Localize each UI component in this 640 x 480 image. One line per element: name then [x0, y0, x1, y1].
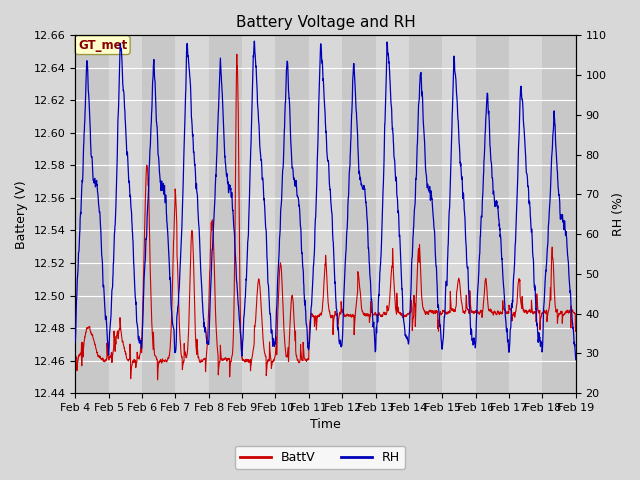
Bar — [242, 36, 275, 393]
Bar — [442, 36, 476, 393]
RH — [340, 296, 348, 302]
Bar — [542, 36, 576, 393]
RH — [541, 273, 549, 279]
Y-axis label: Battery (V): Battery (V) — [15, 180, 28, 249]
BattV — [154, 377, 161, 383]
BattV — [471, 310, 479, 315]
Bar — [342, 36, 376, 393]
Line: RH: RH — [76, 41, 576, 360]
BattV — [351, 317, 358, 323]
BattV — [528, 305, 536, 311]
RH — [351, 73, 358, 79]
RH — [528, 226, 536, 232]
Bar — [76, 36, 109, 393]
BattV — [233, 51, 241, 57]
BattV — [72, 353, 79, 359]
RH — [251, 38, 259, 44]
BattV — [211, 294, 219, 300]
Bar — [309, 36, 342, 393]
Legend: BattV, RH: BattV, RH — [235, 446, 405, 469]
Title: Battery Voltage and RH: Battery Voltage and RH — [236, 15, 415, 30]
BattV — [340, 312, 348, 317]
Text: GT_met: GT_met — [78, 38, 127, 51]
Bar — [409, 36, 442, 393]
Bar — [209, 36, 242, 393]
RH — [72, 339, 79, 345]
Bar — [476, 36, 509, 393]
RH — [471, 341, 479, 347]
X-axis label: Time: Time — [310, 419, 341, 432]
Bar — [376, 36, 409, 393]
RH — [211, 197, 219, 203]
BattV — [572, 324, 580, 330]
Y-axis label: RH (%): RH (%) — [612, 192, 625, 236]
Bar — [509, 36, 542, 393]
Bar — [175, 36, 209, 393]
Bar — [109, 36, 142, 393]
BattV — [542, 309, 550, 315]
Bar — [142, 36, 175, 393]
RH — [572, 357, 580, 362]
Line: BattV: BattV — [76, 54, 576, 380]
Bar — [275, 36, 309, 393]
